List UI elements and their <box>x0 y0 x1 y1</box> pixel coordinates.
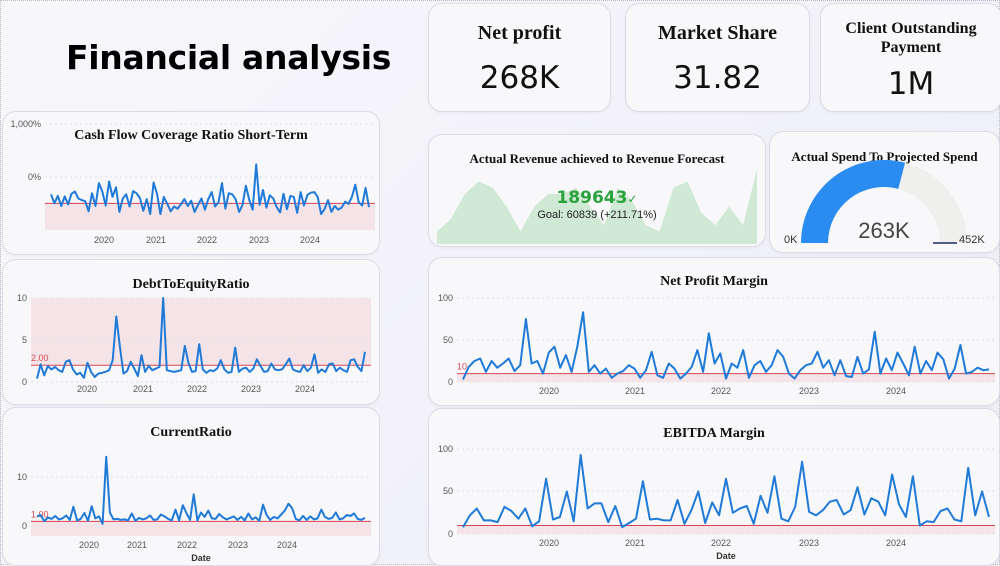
chart-title: Net Profit Margin <box>660 274 768 289</box>
x-tick-label: 2021 <box>127 540 147 550</box>
x-tick-label: 2022 <box>177 540 197 550</box>
revenue-kpi: 189643✓ <box>429 188 765 208</box>
x-tick-label: 2021 <box>625 538 645 548</box>
x-tick-label: 2021 <box>133 384 153 394</box>
chart-title: Actual Revenue achieved to Revenue Forec… <box>469 151 725 166</box>
reference-label: 10 <box>457 362 467 372</box>
kpi-value: 31.82 <box>673 60 762 96</box>
y-tick-label: 5 <box>22 335 27 345</box>
x-tick-label: 2022 <box>197 235 217 245</box>
series-line <box>36 455 366 525</box>
x-tick-label: 2020 <box>94 235 114 245</box>
chart-cashflow: 1,000% 0% 2020 2021 2022 2023 2024 <box>10 119 375 245</box>
series-line <box>462 311 990 380</box>
x-tick-label: 2020 <box>77 384 97 394</box>
series-line <box>50 163 370 215</box>
kpi-card-net-profit[interactable]: Net profit 268K <box>428 3 611 112</box>
chart-title: DebtToEquityRatio <box>132 277 250 292</box>
chart-npm: 100 50 0 10 2020 2021 2022 2023 2024 <box>438 293 995 396</box>
x-tick-label: 2021 <box>625 386 645 396</box>
chart-card-cashflow[interactable]: Cash Flow Coverage Ratio Short-Term 1,00… <box>2 111 380 255</box>
x-tick-label: 2023 <box>249 235 269 245</box>
y-tick-label: 0 <box>448 529 453 539</box>
target-band <box>31 521 371 536</box>
chart-ebitda: 100 50 0 2020 2021 2022 2023 2024 Date <box>438 444 995 561</box>
x-tick-label: 2022 <box>187 384 207 394</box>
kpi-value: 268K <box>479 60 560 96</box>
x-tick-label: 2024 <box>295 384 315 394</box>
kpi-card-market-share[interactable]: Market Share 31.82 <box>625 3 810 112</box>
revenue-kpi-value: 189643 <box>556 188 628 208</box>
x-tick-label: 2020 <box>539 538 559 548</box>
y-tick-label: 50 <box>443 486 453 496</box>
chart-gauge: 263K 0K 452K <box>784 160 985 246</box>
x-tick-label: 2023 <box>228 540 248 550</box>
chart-card-gauge[interactable]: Actual Spend To Projected Spend 263K 0K 45… <box>769 131 1000 253</box>
series-line <box>462 454 990 529</box>
x-tick-label: 2021 <box>146 235 166 245</box>
x-axis-label: Date <box>716 551 736 561</box>
y-tick-label: 50 <box>443 335 453 345</box>
y-tick-label: 0% <box>28 172 41 182</box>
x-tick-label: 2022 <box>711 386 731 396</box>
reference-label: 2.00 <box>31 353 49 363</box>
y-tick-label: 100 <box>438 444 453 454</box>
kpi-card-client-outstanding[interactable]: Client Outstanding Payment 1M <box>820 3 1000 112</box>
chart-title: Actual Spend To Projected Spend <box>791 149 978 164</box>
gauge-fill <box>801 160 906 243</box>
chart-revenue <box>437 169 757 244</box>
x-tick-label: 2022 <box>711 538 731 548</box>
x-tick-label: 2024 <box>886 538 906 548</box>
chart-card-ebitda[interactable]: EBITDA Margin 100 50 0 2020 2021 2022 2023 2024… <box>428 408 1000 566</box>
x-tick-label: 2020 <box>539 386 559 396</box>
y-tick-label: 0 <box>22 521 27 531</box>
gauge-value: 263K <box>858 218 910 243</box>
y-tick-label: 10 <box>17 293 27 303</box>
chart-title: Cash Flow Coverage Ratio Short-Term <box>74 128 308 143</box>
chart-card-debt[interactable]: DebtToEquityRatio 10 5 0 2.00 2020 2021 2022 20… <box>2 259 380 405</box>
revenue-goal: Goal: 60839 (+211.71%) <box>537 209 657 221</box>
x-tick-label: 2023 <box>799 538 819 548</box>
y-tick-label: 0 <box>448 377 453 387</box>
gauge-min-label: 0K <box>784 234 798 246</box>
kpi-label: Net profit <box>477 22 562 44</box>
x-tick-label: 2024 <box>300 235 320 245</box>
y-tick-label: 100 <box>438 293 453 303</box>
page-title: Financial analysis <box>66 38 392 77</box>
y-tick-label: 1,000% <box>10 119 41 129</box>
chart-title: EBITDA Margin <box>663 426 765 441</box>
x-tick-label: 2023 <box>799 386 819 396</box>
y-tick-label: 0 <box>22 377 27 387</box>
chart-card-revenue[interactable]: Actual Revenue achieved to Revenue Forec… <box>428 134 766 247</box>
revenue-area <box>437 169 757 244</box>
kpi-value: 1M <box>887 66 935 102</box>
x-tick-label: 2020 <box>79 540 99 550</box>
kpi-label: Client Outstanding Payment <box>845 20 977 56</box>
chart-card-npm[interactable]: Net Profit Margin 100 50 0 10 2020 2021 2022 20… <box>428 257 1000 406</box>
x-tick-label: 2024 <box>277 540 297 550</box>
kpi-label: Market Share <box>657 22 778 44</box>
gauge-max-label: 452K <box>959 234 985 246</box>
target-band <box>457 525 995 534</box>
chart-title: CurrentRatio <box>150 425 232 440</box>
y-tick-label: 10 <box>17 472 27 482</box>
chart-card-current[interactable]: CurrentRatio 10 0 1.00 2020 2021 2022 2023 2024… <box>2 407 380 566</box>
x-tick-label: 2023 <box>241 384 261 394</box>
x-axis-label: Date <box>191 553 211 563</box>
chart-debt: 10 5 0 2.00 2020 2021 2022 2023 2024 <box>17 293 371 394</box>
x-tick-label: 2024 <box>886 386 906 396</box>
check-icon: ✓ <box>627 192 638 206</box>
series-line <box>36 297 366 379</box>
